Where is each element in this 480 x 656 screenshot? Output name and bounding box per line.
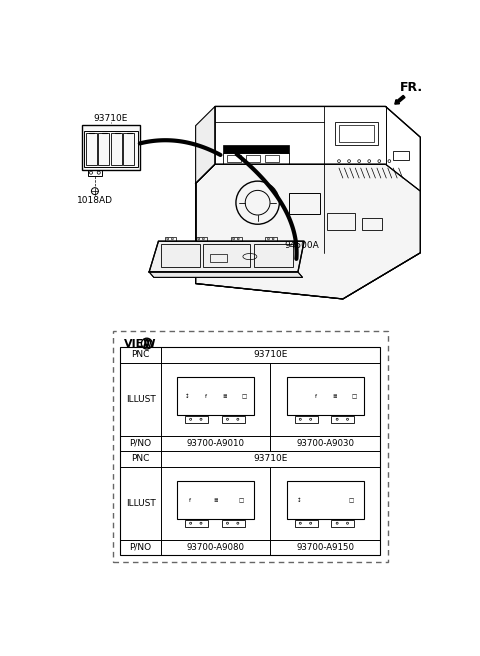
Bar: [393, 151, 409, 160]
Text: 93710E: 93710E: [253, 350, 288, 359]
Bar: [331, 520, 354, 527]
Bar: [88, 170, 102, 176]
Bar: [161, 243, 200, 266]
Text: A: A: [143, 338, 151, 348]
Text: 93700-A9030: 93700-A9030: [296, 439, 354, 447]
Text: P/NO: P/NO: [130, 543, 152, 552]
Text: ILLUST: ILLUST: [126, 499, 156, 508]
Bar: [123, 133, 134, 165]
Text: ≣: ≣: [223, 394, 228, 399]
Bar: [84, 131, 137, 167]
Bar: [339, 125, 374, 142]
Bar: [265, 237, 277, 241]
Bar: [98, 133, 109, 165]
Bar: [185, 416, 208, 422]
Text: f: f: [315, 394, 317, 399]
Bar: [265, 155, 279, 162]
Text: ↕: ↕: [184, 394, 189, 399]
Polygon shape: [149, 241, 304, 272]
Text: f: f: [189, 498, 191, 502]
Text: 93710E: 93710E: [253, 454, 288, 463]
Bar: [327, 213, 355, 230]
Polygon shape: [196, 106, 420, 299]
Text: 93700-A9010: 93700-A9010: [187, 439, 245, 447]
Bar: [362, 218, 382, 230]
Text: 93710E: 93710E: [94, 114, 128, 123]
Text: PNC: PNC: [132, 350, 150, 359]
Bar: [82, 125, 140, 170]
Text: VIEW: VIEW: [123, 338, 156, 348]
Bar: [222, 416, 245, 422]
Bar: [227, 155, 240, 162]
Text: 93700-A9080: 93700-A9080: [187, 543, 245, 552]
Polygon shape: [196, 164, 420, 299]
Bar: [223, 153, 288, 164]
Bar: [210, 255, 227, 262]
Bar: [254, 243, 292, 266]
Bar: [331, 416, 354, 422]
Text: 93700-A9150: 93700-A9150: [296, 543, 354, 552]
Text: ILLUST: ILLUST: [126, 395, 156, 403]
Bar: [120, 346, 380, 554]
Bar: [113, 331, 388, 562]
Bar: [196, 237, 207, 241]
Polygon shape: [196, 106, 215, 184]
Text: P/NO: P/NO: [130, 439, 152, 447]
Bar: [295, 520, 318, 527]
Text: □: □: [239, 498, 244, 502]
Text: f: f: [205, 394, 207, 399]
Bar: [85, 133, 96, 165]
Text: PNC: PNC: [132, 454, 150, 463]
Bar: [288, 193, 320, 215]
Bar: [222, 520, 245, 527]
Text: ↕: ↕: [297, 498, 302, 502]
Text: FR.: FR.: [399, 81, 422, 94]
Bar: [295, 416, 318, 422]
Text: 1018AD: 1018AD: [77, 196, 113, 205]
FancyArrow shape: [395, 95, 405, 104]
Bar: [165, 237, 176, 241]
Bar: [246, 155, 260, 162]
Bar: [335, 122, 378, 145]
Bar: [287, 482, 364, 519]
Bar: [177, 482, 254, 519]
Text: □: □: [348, 498, 353, 502]
Bar: [185, 520, 208, 527]
Text: 94500A: 94500A: [285, 241, 320, 249]
Text: □: □: [351, 394, 357, 399]
Text: □: □: [242, 394, 247, 399]
Bar: [287, 377, 364, 415]
Polygon shape: [149, 272, 302, 277]
Text: ≣: ≣: [213, 498, 218, 502]
Bar: [177, 377, 254, 415]
Bar: [204, 243, 250, 266]
Bar: [223, 145, 288, 153]
Bar: [230, 237, 242, 241]
Bar: [111, 133, 122, 165]
Text: ≣: ≣: [333, 394, 337, 399]
